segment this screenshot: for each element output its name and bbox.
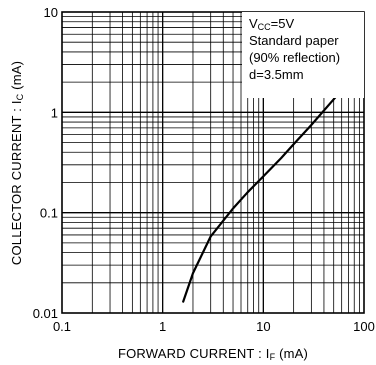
x-tick-label: 1: [159, 319, 166, 334]
y-tick-label: 10: [44, 5, 58, 20]
x-tick-label: 0.1: [53, 319, 71, 334]
y-tick-label: 0.01: [33, 306, 58, 321]
y-tick-label: 0.1: [40, 206, 58, 221]
y-axis-label: COLLECTOR CURRENT : IC (mA): [9, 61, 25, 265]
x-tick-label: 100: [353, 319, 375, 334]
x-axis-label: FORWARD CURRENT : IF (mA): [118, 346, 308, 362]
annotation-distance: d=3.5mm: [249, 67, 304, 82]
annotation-reflection: (90% reflection): [249, 50, 340, 65]
x-tick-labels: 0.1 1 10 100: [53, 319, 375, 334]
y-tick-label: 1: [51, 105, 58, 120]
annotation-vcc: VCC=5V: [249, 16, 294, 32]
y-tick-labels: 0.01 0.1 1 10: [33, 5, 58, 321]
annotation-paper: Standard paper: [249, 33, 339, 48]
annotation-box: [242, 12, 364, 98]
plot-frame: [61, 11, 365, 314]
response-curve: [182, 81, 350, 303]
x-tick-label: 10: [256, 319, 270, 334]
